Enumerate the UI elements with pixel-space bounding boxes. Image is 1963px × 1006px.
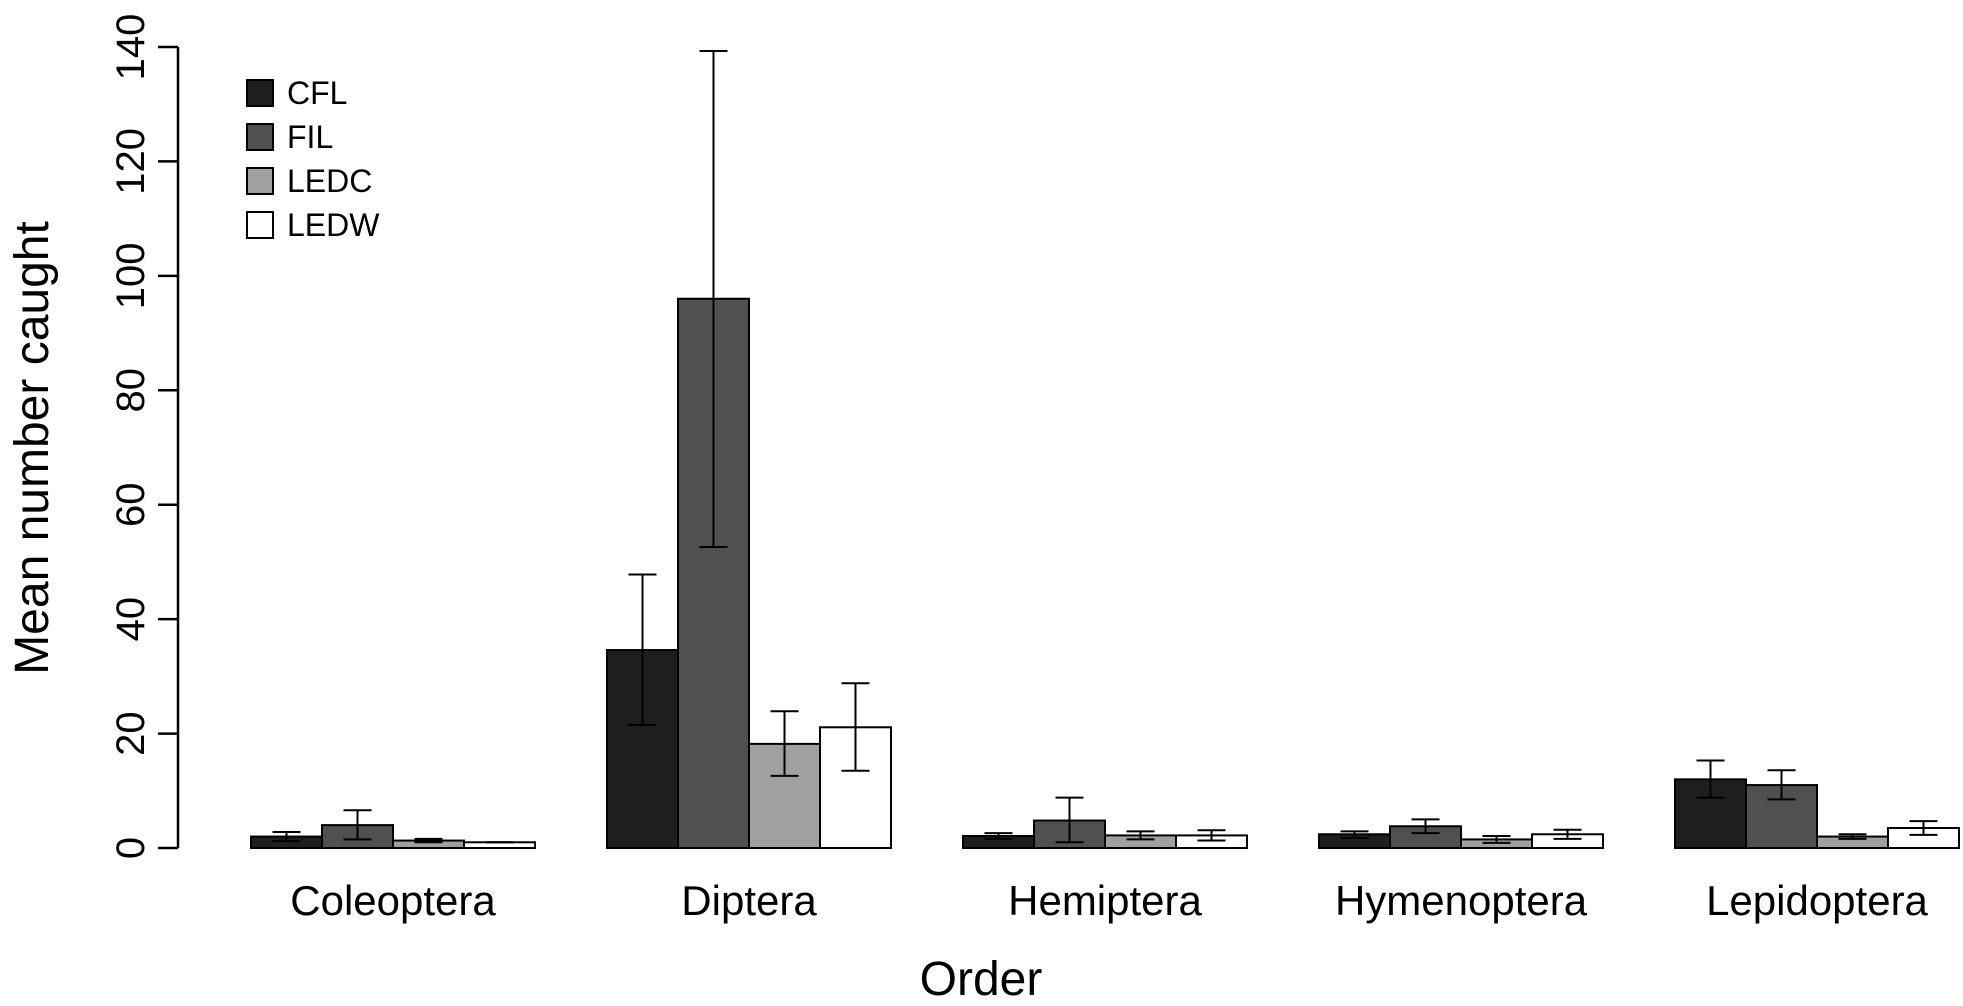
y-axis-title: Mean number caught xyxy=(6,221,59,675)
error-bar-ledc-hemiptera xyxy=(1126,830,1155,841)
legend-label-ledc: LEDC xyxy=(287,163,372,199)
category-label-hymenoptera: Hymenoptera xyxy=(1335,877,1588,924)
error-bar-ledc-diptera xyxy=(770,710,799,777)
error-bar-fil-diptera xyxy=(699,50,728,549)
category-label-coleoptera: Coleoptera xyxy=(290,877,496,924)
error-bar-ledc-lepidoptera xyxy=(1838,833,1867,840)
error-bar-cfl-hymenoptera xyxy=(1340,830,1369,839)
error-bar-fil-lepidoptera xyxy=(1767,769,1796,801)
error-bars-layer xyxy=(272,50,1938,844)
error-bar-cfl-hemiptera xyxy=(984,832,1013,840)
error-bar-fil-hemiptera xyxy=(1055,796,1084,844)
legend-swatch-fil xyxy=(246,123,274,151)
error-bar-ledw-hemiptera xyxy=(1197,829,1226,842)
legend-label-cfl: CFL xyxy=(287,75,347,111)
y-tick-label: 20 xyxy=(109,711,153,756)
error-bar-fil-hymenoptera xyxy=(1411,818,1440,835)
legend-swatch-ledw xyxy=(246,211,274,239)
legend: CFL FIL LEDC LEDW xyxy=(246,75,380,243)
error-bar-ledc-hymenoptera xyxy=(1482,834,1511,844)
y-tick-label: 80 xyxy=(109,368,153,413)
y-tick-label: 140 xyxy=(109,14,153,81)
error-bar-ledw-diptera xyxy=(841,682,870,772)
category-label-hemiptera: Hemiptera xyxy=(1008,877,1202,924)
category-labels: Coleoptera Diptera Hemiptera Hymenoptera Lep… xyxy=(290,877,1928,924)
y-axis: 0 20 40 60 80 100 120 140 xyxy=(109,14,180,859)
error-bar-ledw-hymenoptera xyxy=(1553,828,1582,840)
legend-swatch-ledc xyxy=(246,167,274,195)
legend-swatch-cfl xyxy=(246,79,274,107)
legend-label-ledw: LEDW xyxy=(287,207,380,243)
error-bar-cfl-lepidoptera xyxy=(1696,759,1725,799)
category-label-lepidoptera: Lepidoptera xyxy=(1706,877,1928,924)
error-bar-cfl-diptera xyxy=(628,573,657,726)
y-tick-label: 40 xyxy=(109,597,153,642)
y-tick-label: 100 xyxy=(109,242,153,309)
error-bar-fil-coleoptera xyxy=(343,809,372,841)
error-bar-ledw-lepidoptera xyxy=(1909,820,1938,836)
legend-label-fil: FIL xyxy=(287,119,333,155)
error-bar-cfl-coleoptera xyxy=(272,830,301,843)
error-bar-ledc-coleoptera xyxy=(414,837,443,844)
category-label-diptera: Diptera xyxy=(681,877,817,924)
bars-layer xyxy=(250,297,1960,850)
x-axis-title: Order xyxy=(920,953,1043,1006)
y-tick-label: 0 xyxy=(109,837,153,859)
y-tick-label: 60 xyxy=(109,482,153,527)
y-tick-label: 120 xyxy=(109,128,153,195)
